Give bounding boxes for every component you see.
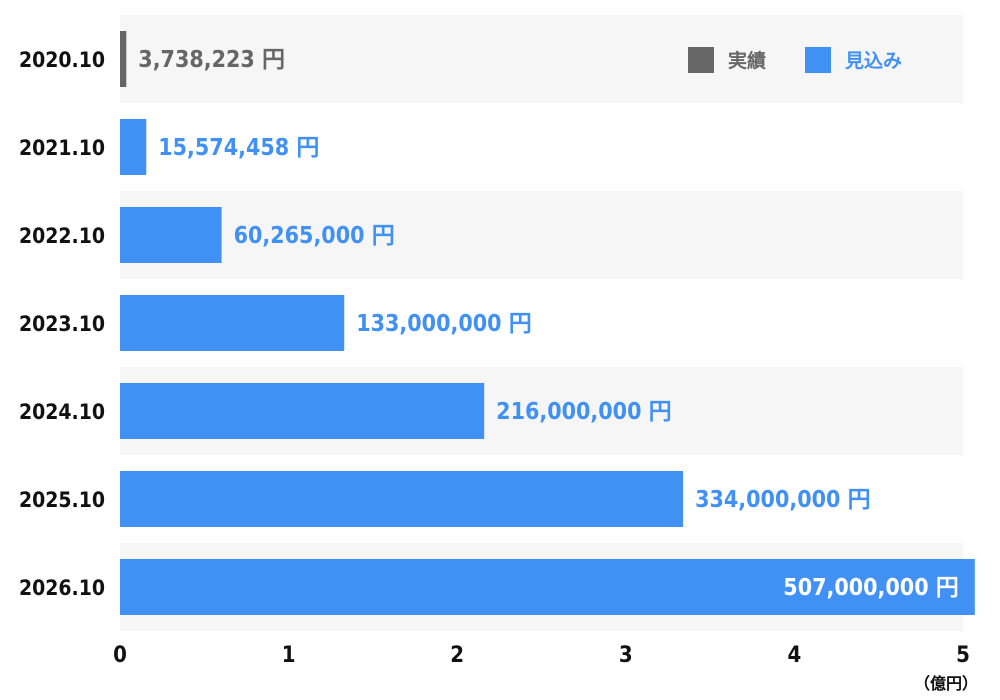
bar-2024.10 [120, 383, 485, 439]
x-tick-label: 2 [450, 643, 464, 668]
bars [120, 31, 975, 615]
category-label: 2025.10 [19, 488, 105, 512]
row-band [120, 103, 963, 191]
x-tick-label: 0 [113, 643, 127, 668]
data-label: 507,000,000 円 [783, 575, 959, 601]
category-label: 2022.10 [19, 224, 105, 248]
legend-swatch-actual [688, 47, 714, 73]
x-tick-label: 1 [282, 643, 296, 668]
category-label: 2021.10 [19, 136, 105, 160]
x-axis-unit: （億円） [914, 674, 978, 693]
category-label: 2023.10 [19, 312, 105, 336]
x-tick-label: 5 [956, 643, 970, 668]
x-tick-label: 3 [619, 643, 633, 668]
bar-2025.10 [120, 471, 684, 527]
data-label: 60,265,000 円 [234, 223, 395, 249]
bar-2023.10 [120, 295, 345, 351]
data-labels: 3,738,223 円 15,574,458 円 60,265,000 円 133,0… [138, 47, 958, 601]
data-label: 3,738,223 円 [138, 47, 285, 73]
bar-2021.10 [120, 119, 147, 175]
data-label: 216,000,000 円 [496, 399, 672, 425]
x-tick-label: 4 [788, 643, 802, 668]
category-label: 2020.10 [19, 48, 105, 72]
legend-label-forecast: 見込み [845, 50, 902, 72]
bar-2022.10 [120, 207, 222, 263]
bar-2026.10 [120, 559, 975, 615]
category-label: 2024.10 [19, 400, 105, 424]
category-label: 2026.10 [19, 576, 105, 600]
row-band [120, 191, 963, 279]
legend-swatch-forecast [805, 47, 831, 73]
bar-2020.10 [120, 31, 127, 87]
legend: 実績 見込み [688, 47, 902, 73]
category-labels: 2020.10 2021.10 2022.10 2023.10 2024.10 2025.… [19, 48, 105, 600]
legend-label-actual: 実績 [728, 49, 766, 72]
data-label: 334,000,000 円 [695, 487, 871, 513]
x-axis-ticks: 0 1 2 3 4 5 [113, 643, 970, 668]
data-label: 133,000,000 円 [356, 311, 532, 337]
data-label: 15,574,458 円 [158, 135, 319, 161]
